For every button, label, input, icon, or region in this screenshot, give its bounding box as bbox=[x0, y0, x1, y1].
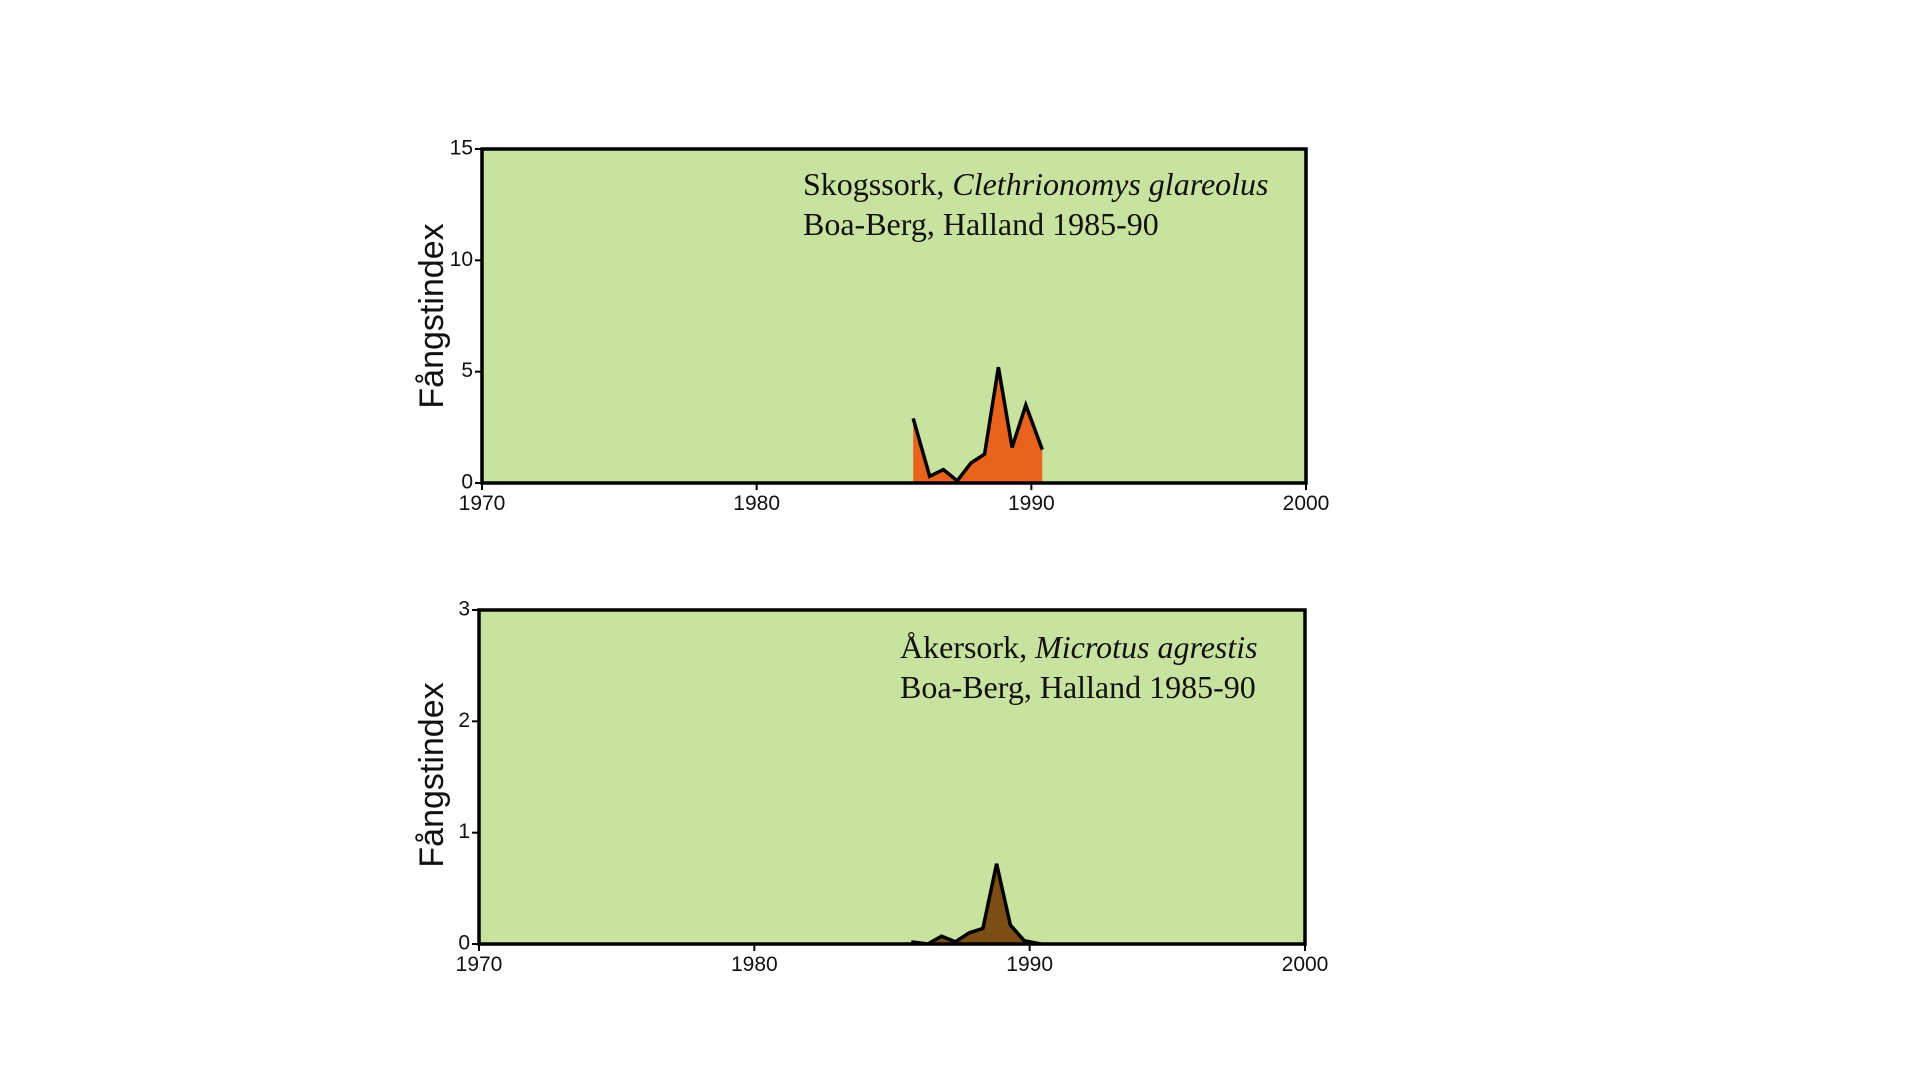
annotation-line-2: Boa-Berg, Halland 1985-90 bbox=[900, 669, 1256, 705]
series-area bbox=[913, 367, 1043, 483]
y-tick-label: 5 bbox=[461, 359, 473, 382]
x-tick-label: 1970 bbox=[459, 492, 506, 515]
plot-background bbox=[479, 610, 1305, 944]
y-axis-ticks: 0 1 2 3 bbox=[458, 598, 479, 955]
x-tick-label: 2000 bbox=[1282, 953, 1329, 976]
chart-panel-akersork: 0 1 2 3 1970 1980 1990 2000 Fångstindex Åkerso… bbox=[413, 598, 1328, 976]
plot-frame bbox=[480, 147, 1308, 485]
y-tick-label: 1 bbox=[458, 820, 470, 843]
plot-background bbox=[482, 149, 1306, 483]
x-tick-label: 1990 bbox=[1008, 492, 1055, 515]
series-line bbox=[911, 366, 1044, 484]
x-tick-label: 2000 bbox=[1283, 492, 1330, 515]
x-axis-ticks: 1970 1980 1990 2000 bbox=[456, 944, 1329, 976]
y-axis-ticks: 0 5 10 15 bbox=[450, 137, 482, 494]
annotation-species-name: Clethrionomys glareolus bbox=[952, 166, 1268, 202]
annotation-line-2: Boa-Berg, Halland 1985-90 bbox=[803, 206, 1159, 242]
x-axis-ticks: 1970 1980 1990 2000 bbox=[459, 483, 1330, 515]
annotation-common-name: Skogssork, bbox=[803, 166, 952, 202]
series-layer bbox=[911, 863, 1042, 946]
annotation-line-1: Åkersork, Microtus agrestis bbox=[900, 629, 1258, 665]
y-tick-label: 2 bbox=[458, 709, 470, 732]
annotation-common-name: Åkersork, bbox=[900, 629, 1035, 665]
y-tick-label: 10 bbox=[450, 248, 473, 271]
plot-frame bbox=[477, 608, 1307, 946]
x-tick-label: 1990 bbox=[1006, 953, 1053, 976]
series-layer bbox=[911, 366, 1044, 484]
x-tick-label: 1970 bbox=[456, 953, 503, 976]
y-axis-label: Fångstindex bbox=[413, 682, 451, 867]
annotation-line-1: Skogssork, Clethrionomys glareolus bbox=[803, 166, 1269, 202]
chart-panel-skogssork: 0 5 10 15 1970 1980 1990 2000 Fångstindex Skog… bbox=[413, 137, 1329, 515]
y-axis-label: Fångstindex bbox=[413, 223, 451, 408]
series-line bbox=[911, 863, 1042, 946]
y-tick-label: 15 bbox=[450, 137, 473, 160]
x-tick-label: 1980 bbox=[731, 953, 778, 976]
y-tick-label: 3 bbox=[458, 598, 470, 621]
x-tick-label: 1980 bbox=[733, 492, 780, 515]
y-tick-label: 0 bbox=[461, 471, 473, 494]
annotation-species-name: Microtus agrestis bbox=[1034, 629, 1258, 665]
y-tick-label: 0 bbox=[458, 932, 470, 955]
